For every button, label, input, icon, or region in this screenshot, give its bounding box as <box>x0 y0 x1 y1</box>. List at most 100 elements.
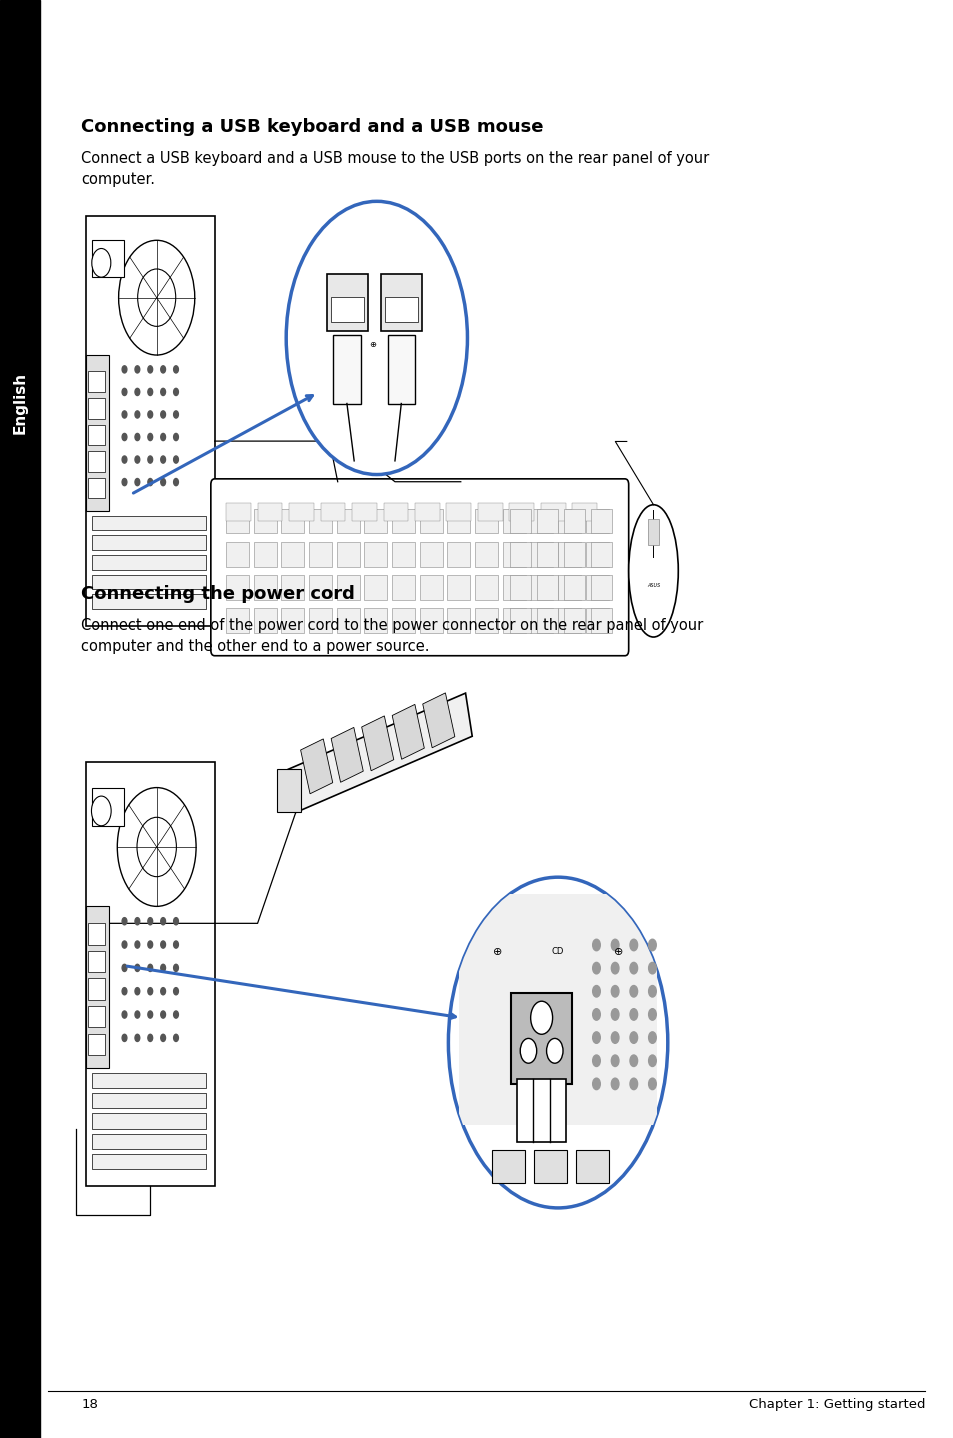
Bar <box>336 575 359 600</box>
Circle shape <box>629 939 637 951</box>
Circle shape <box>160 411 166 418</box>
Circle shape <box>117 788 196 906</box>
Bar <box>419 608 442 633</box>
Circle shape <box>173 433 178 440</box>
Bar <box>92 594 206 610</box>
Bar <box>253 542 276 567</box>
Circle shape <box>611 1032 618 1044</box>
Bar <box>300 739 333 794</box>
Bar <box>585 608 608 633</box>
Circle shape <box>173 365 178 372</box>
Bar <box>226 503 251 521</box>
Circle shape <box>148 411 152 418</box>
Bar <box>89 951 105 972</box>
Circle shape <box>611 939 618 951</box>
Circle shape <box>122 1034 127 1041</box>
Bar <box>89 923 105 945</box>
Bar <box>392 608 415 633</box>
Bar <box>530 509 553 533</box>
Circle shape <box>648 1032 656 1044</box>
Circle shape <box>173 388 178 395</box>
Bar <box>89 371 105 393</box>
Circle shape <box>173 940 178 948</box>
Bar <box>309 542 332 567</box>
Bar <box>392 509 415 533</box>
Circle shape <box>148 917 152 925</box>
Bar <box>392 705 424 759</box>
Circle shape <box>160 917 166 925</box>
Bar <box>331 728 363 782</box>
Bar <box>563 509 584 533</box>
Bar <box>276 769 300 812</box>
Circle shape <box>173 965 178 972</box>
Circle shape <box>173 988 178 995</box>
Text: English: English <box>12 371 28 434</box>
Bar <box>510 509 531 533</box>
Bar <box>336 542 359 567</box>
Bar <box>563 575 584 600</box>
Bar <box>510 542 531 567</box>
Circle shape <box>286 201 467 475</box>
Bar <box>381 273 421 331</box>
Bar <box>540 503 565 521</box>
Circle shape <box>135 479 139 486</box>
Bar <box>364 575 387 600</box>
Bar <box>253 608 276 633</box>
Circle shape <box>118 240 194 355</box>
Circle shape <box>135 433 139 440</box>
Bar <box>89 1007 105 1027</box>
Text: ASUS: ASUS <box>646 582 659 588</box>
Circle shape <box>592 1078 599 1090</box>
Circle shape <box>611 985 618 997</box>
Circle shape <box>122 433 127 440</box>
Bar <box>502 542 525 567</box>
Circle shape <box>648 1055 656 1067</box>
Circle shape <box>592 962 599 974</box>
Bar <box>364 542 387 567</box>
Circle shape <box>148 456 152 463</box>
Bar <box>590 509 611 533</box>
Bar <box>327 273 367 331</box>
Circle shape <box>173 411 178 418</box>
Text: Connecting the power cord: Connecting the power cord <box>81 585 355 604</box>
Bar <box>309 509 332 533</box>
Circle shape <box>122 388 127 395</box>
Circle shape <box>160 965 166 972</box>
Circle shape <box>148 433 152 440</box>
Bar <box>289 503 314 521</box>
Bar <box>89 452 105 472</box>
Circle shape <box>135 917 139 925</box>
Text: Connect a USB keyboard and a USB mouse to the USB ports on the rear panel of you: Connect a USB keyboard and a USB mouse t… <box>81 151 709 187</box>
Bar <box>558 575 580 600</box>
Circle shape <box>611 1078 618 1090</box>
Bar <box>281 575 304 600</box>
Bar <box>86 762 214 1186</box>
Bar <box>447 509 470 533</box>
Bar <box>647 519 659 545</box>
Circle shape <box>135 388 139 395</box>
Bar <box>281 542 304 567</box>
Circle shape <box>135 1034 139 1041</box>
Circle shape <box>122 365 127 372</box>
Circle shape <box>122 456 127 463</box>
Circle shape <box>135 456 139 463</box>
Circle shape <box>148 388 152 395</box>
Circle shape <box>173 479 178 486</box>
Circle shape <box>160 479 166 486</box>
Circle shape <box>648 939 656 951</box>
Bar <box>447 575 470 600</box>
Bar <box>537 542 558 567</box>
Bar <box>509 503 534 521</box>
Bar <box>387 335 415 404</box>
Bar <box>89 398 105 418</box>
Circle shape <box>448 877 667 1208</box>
Bar <box>558 509 580 533</box>
Circle shape <box>137 269 175 326</box>
Circle shape <box>611 1055 618 1067</box>
Bar <box>517 1078 565 1142</box>
Bar <box>475 575 497 600</box>
Bar <box>86 355 109 510</box>
Bar <box>92 1093 206 1109</box>
Circle shape <box>160 388 166 395</box>
Bar <box>86 906 109 1067</box>
